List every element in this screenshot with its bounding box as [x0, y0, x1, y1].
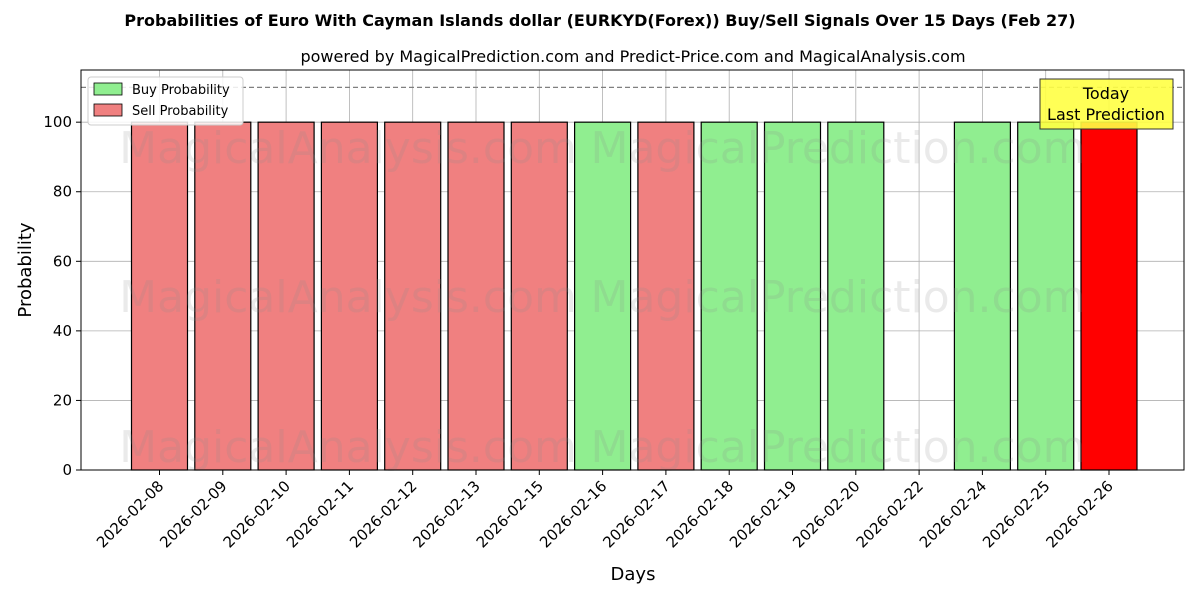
sell-bar — [447, 121, 505, 471]
watermark: MagicalAnalysis.com — [119, 272, 577, 323]
buy-bar — [763, 121, 822, 471]
y-tick-label: 40 — [53, 322, 72, 340]
buy-bar — [700, 121, 758, 471]
watermark: MagicalPrediction.com — [591, 422, 1086, 473]
chart-subtitle: powered by MagicalPrediction.com and Pre… — [300, 47, 965, 66]
x-axis: 2026-02-082026-02-092026-02-102026-02-11… — [93, 470, 1117, 551]
y-axis: 0 20 40 60 80 100 — [43, 113, 81, 479]
x-tick-label: 2026-02-24 — [916, 477, 990, 551]
y-axis-label: Probability — [15, 222, 36, 317]
last-prediction-bar — [1080, 121, 1138, 471]
x-tick-label: 2026-02-09 — [156, 477, 230, 551]
legend-buy-label: Buy Probability — [132, 83, 230, 98]
annotation-line2: Last Prediction — [1047, 105, 1165, 124]
annotation-line1: Today — [1082, 84, 1129, 103]
x-tick-label: 2026-02-19 — [726, 477, 800, 551]
x-tick-label: 2026-02-17 — [599, 477, 673, 551]
watermark: MagicalPrediction.com — [591, 123, 1086, 174]
y-tick-label: 100 — [43, 113, 72, 131]
watermark: MagicalAnalysis.com — [119, 123, 577, 174]
y-tick-label: 60 — [53, 252, 72, 270]
y-tick-label: 0 — [62, 461, 72, 479]
watermark-layer: MagicalAnalysis.com MagicalPrediction.com… — [119, 123, 1085, 473]
x-tick-label: 2026-02-11 — [283, 477, 357, 551]
x-tick-label: 2026-02-25 — [979, 477, 1053, 551]
buy-bar — [953, 121, 1012, 471]
x-tick-label: 2026-02-12 — [346, 477, 420, 551]
legend-box — [87, 76, 244, 126]
legend-buy-swatch — [93, 82, 123, 96]
annotation-box — [1039, 78, 1174, 130]
x-tick-label: 2026-02-26 — [1042, 477, 1116, 551]
y-tick-label: 80 — [53, 183, 72, 201]
x-tick-label: 2026-02-13 — [409, 477, 483, 551]
watermark: MagicalAnalysis.com — [119, 422, 577, 473]
chart-title: Probabilities of Euro With Cayman Island… — [124, 11, 1075, 30]
buy-bar — [1017, 121, 1075, 471]
x-tick-label: 2026-02-15 — [473, 477, 547, 551]
x-tick-label: 2026-02-22 — [853, 477, 927, 551]
x-tick-label: 2026-02-10 — [220, 477, 294, 551]
x-tick-label: 2026-02-08 — [93, 477, 167, 551]
legend-sell-label: Sell Probability — [132, 104, 229, 119]
sell-bar — [384, 121, 442, 471]
watermark: MagicalPrediction.com — [591, 272, 1086, 323]
x-tick-label: 2026-02-20 — [789, 477, 863, 551]
bars — [130, 121, 1138, 471]
sell-bar — [320, 121, 378, 471]
x-tick-label: 2026-02-16 — [536, 477, 610, 551]
legend-sell-swatch — [93, 103, 123, 117]
buy-bar — [573, 121, 632, 471]
today-annotation: Today Last Prediction — [1039, 78, 1174, 130]
sell-bar — [257, 121, 315, 471]
x-axis-label: Days — [611, 564, 656, 585]
x-tick-label: 2026-02-18 — [663, 477, 737, 551]
sell-bar — [637, 121, 695, 471]
sell-bar — [510, 121, 568, 471]
y-tick-label: 20 — [53, 391, 72, 409]
plot-frame — [80, 69, 1185, 471]
buy-bar — [827, 121, 885, 471]
legend: Buy Probability Sell Probability — [87, 76, 244, 126]
